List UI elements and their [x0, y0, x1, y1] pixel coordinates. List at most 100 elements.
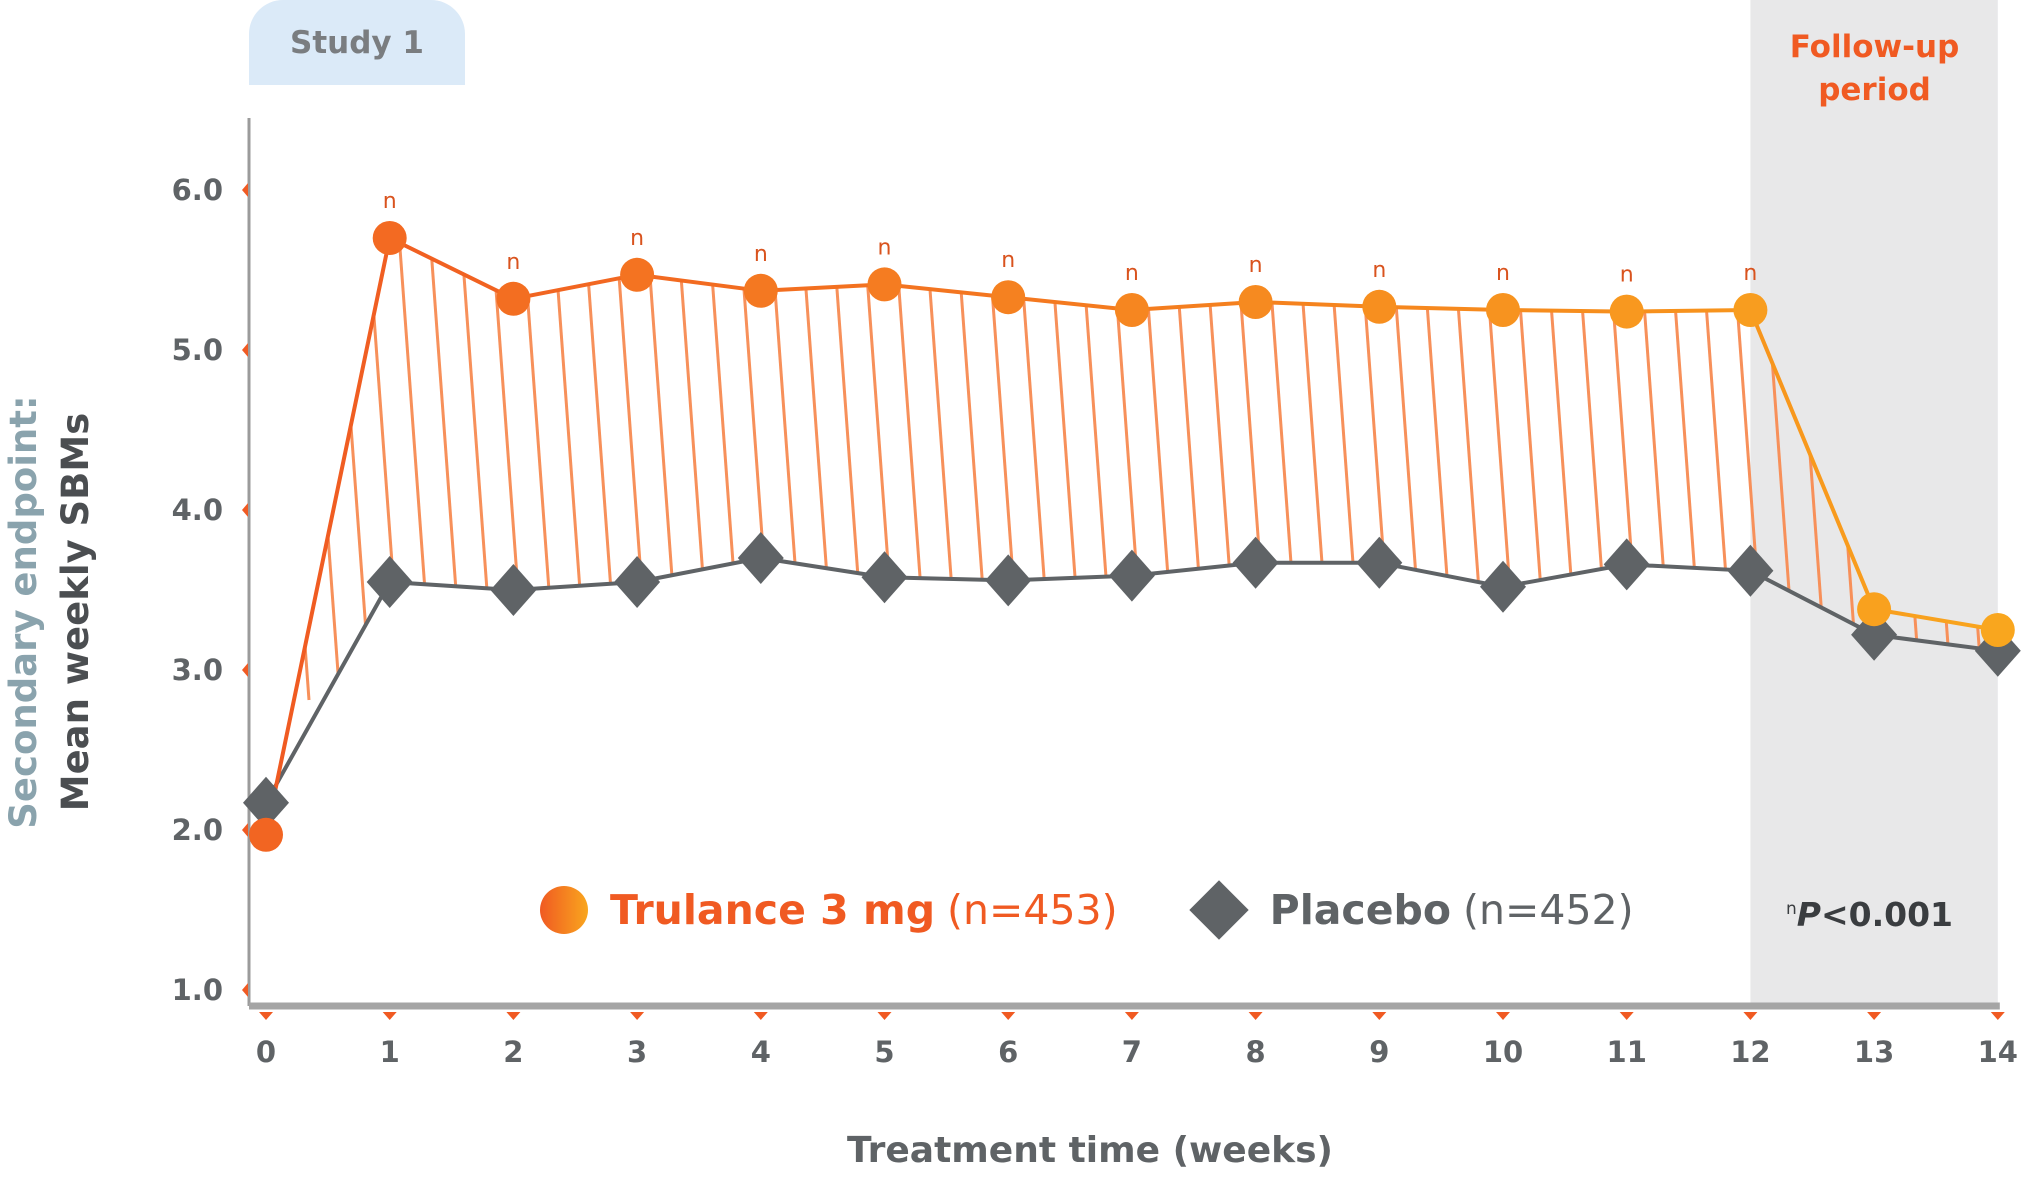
legend-trulance-n: (n=453) — [947, 886, 1118, 934]
followup-period-background — [1750, 0, 1998, 1006]
hatch-line — [1447, 238, 1489, 701]
hatch-line — [1664, 238, 1706, 701]
placebo-point — [1356, 536, 1403, 589]
hatch-line — [951, 238, 993, 701]
x-tick-marker — [630, 1012, 645, 1020]
significance-marker: n — [1496, 261, 1510, 286]
x-tick-label: 6 — [998, 1035, 1018, 1069]
x-tick-label: 12 — [1730, 1035, 1770, 1069]
hatch-line — [827, 238, 869, 701]
hatch-line — [796, 238, 838, 701]
hatch-line — [672, 238, 714, 701]
hatch-line — [1292, 238, 1334, 701]
trulance-point — [743, 273, 778, 308]
trulance-point — [991, 280, 1026, 315]
placebo-point — [1232, 536, 1279, 589]
hatch-line — [1571, 238, 1613, 701]
hatch-line — [1168, 238, 1210, 701]
x-tick-marker — [1496, 1012, 1510, 1020]
hatch-line — [1509, 238, 1551, 701]
significance-marker: n — [1249, 253, 1263, 278]
y-tick-label: 2.0 — [172, 813, 223, 847]
hatch-line — [1075, 238, 1117, 701]
hatch-line — [1013, 238, 1055, 701]
y-tick-label: 5.0 — [172, 333, 223, 367]
hatch-line — [889, 238, 931, 701]
y-axis-title: Secondary endpoint: Mean weekly SBMs — [0, 252, 102, 972]
x-tick-marker — [1743, 1012, 1758, 1020]
y-tick-label: 3.0 — [172, 653, 223, 687]
significance-marker: n — [1743, 261, 1757, 286]
hatch-line — [1633, 238, 1675, 701]
trulance-point — [1609, 294, 1644, 329]
x-tick-label: 3 — [627, 1035, 647, 1069]
x-tick-marker — [1248, 1012, 1263, 1020]
x-tick-label: 9 — [1369, 1035, 1389, 1069]
trulance-point — [1362, 289, 1397, 324]
significance-marker: n — [878, 235, 892, 260]
followup-label-line2: period — [1818, 72, 1931, 108]
trulance-point — [1114, 293, 1149, 327]
placebo-point — [614, 556, 661, 608]
hatch-line — [362, 238, 404, 701]
trulance-point — [496, 281, 531, 316]
placebo-point — [490, 564, 537, 616]
y-tick-marker — [242, 663, 248, 677]
y-tick-marker — [242, 343, 248, 357]
y-tick-marker — [242, 823, 248, 837]
hatch-line — [1695, 238, 1737, 701]
trulance-legend-circle-icon — [540, 886, 588, 934]
study-tab: Study 1 — [249, 0, 465, 85]
hatch-line — [548, 238, 590, 701]
placebo-point — [1851, 608, 1898, 661]
trulance-point — [1238, 285, 1273, 319]
x-tick-label: 1 — [380, 1035, 400, 1069]
y-axis-title-line1: Secondary endpoint: — [2, 395, 45, 829]
hatch-line — [1416, 238, 1458, 701]
study-tab-label: Study 1 — [290, 24, 424, 61]
p-value-note: nP<0.001 — [1786, 895, 1953, 934]
x-tick-label: 7 — [1122, 1035, 1142, 1069]
hatch-line — [1385, 238, 1427, 701]
placebo-point — [1727, 544, 1774, 597]
hatch-line — [1199, 238, 1241, 701]
hatch-line — [1478, 238, 1520, 701]
hatch-line — [1602, 238, 1644, 701]
trulance-point — [1980, 613, 2015, 647]
hatch-line — [1261, 238, 1303, 701]
hatch-line — [1044, 238, 1086, 701]
x-axis-title: Treatment time (weeks) — [847, 1130, 1333, 1171]
y-tick-marker — [242, 983, 248, 997]
hatch-line — [610, 238, 652, 701]
placebo-point — [1480, 560, 1526, 613]
significance-marker: n — [1001, 248, 1015, 273]
placebo-point — [737, 532, 784, 584]
significance-marker: n — [1125, 261, 1139, 286]
trulance-point — [372, 221, 407, 255]
p-value-marker: n — [1786, 899, 1797, 919]
x-tick-label: 5 — [874, 1035, 894, 1069]
hatch-line — [455, 238, 497, 701]
trulance-point — [1733, 293, 1768, 327]
hatch-line — [1323, 238, 1365, 701]
x-tick-marker — [506, 1012, 521, 1020]
x-tick-marker — [1990, 1012, 2005, 1020]
hatch-line — [765, 238, 807, 701]
p-value-p: P — [1796, 895, 1821, 934]
placebo-point — [1108, 549, 1155, 602]
x-tick-label: 2 — [503, 1035, 523, 1069]
y-tick-marker — [242, 503, 248, 517]
x-tick-marker — [1619, 1012, 1634, 1020]
significance-marker: n — [383, 189, 397, 214]
trulance-point — [867, 267, 902, 302]
x-tick-marker — [382, 1012, 397, 1020]
y-axis-title-line2: Mean weekly SBMs — [54, 412, 97, 812]
placebo-point — [1603, 538, 1650, 591]
x-tick-label: 10 — [1483, 1035, 1523, 1069]
x-tick-marker — [1001, 1012, 1016, 1020]
significance-marker: n — [630, 226, 644, 251]
x-tick-label: 11 — [1607, 1035, 1647, 1069]
followup-label-line1: Follow-up — [1789, 29, 1960, 65]
significance-marker: n — [1620, 263, 1634, 288]
